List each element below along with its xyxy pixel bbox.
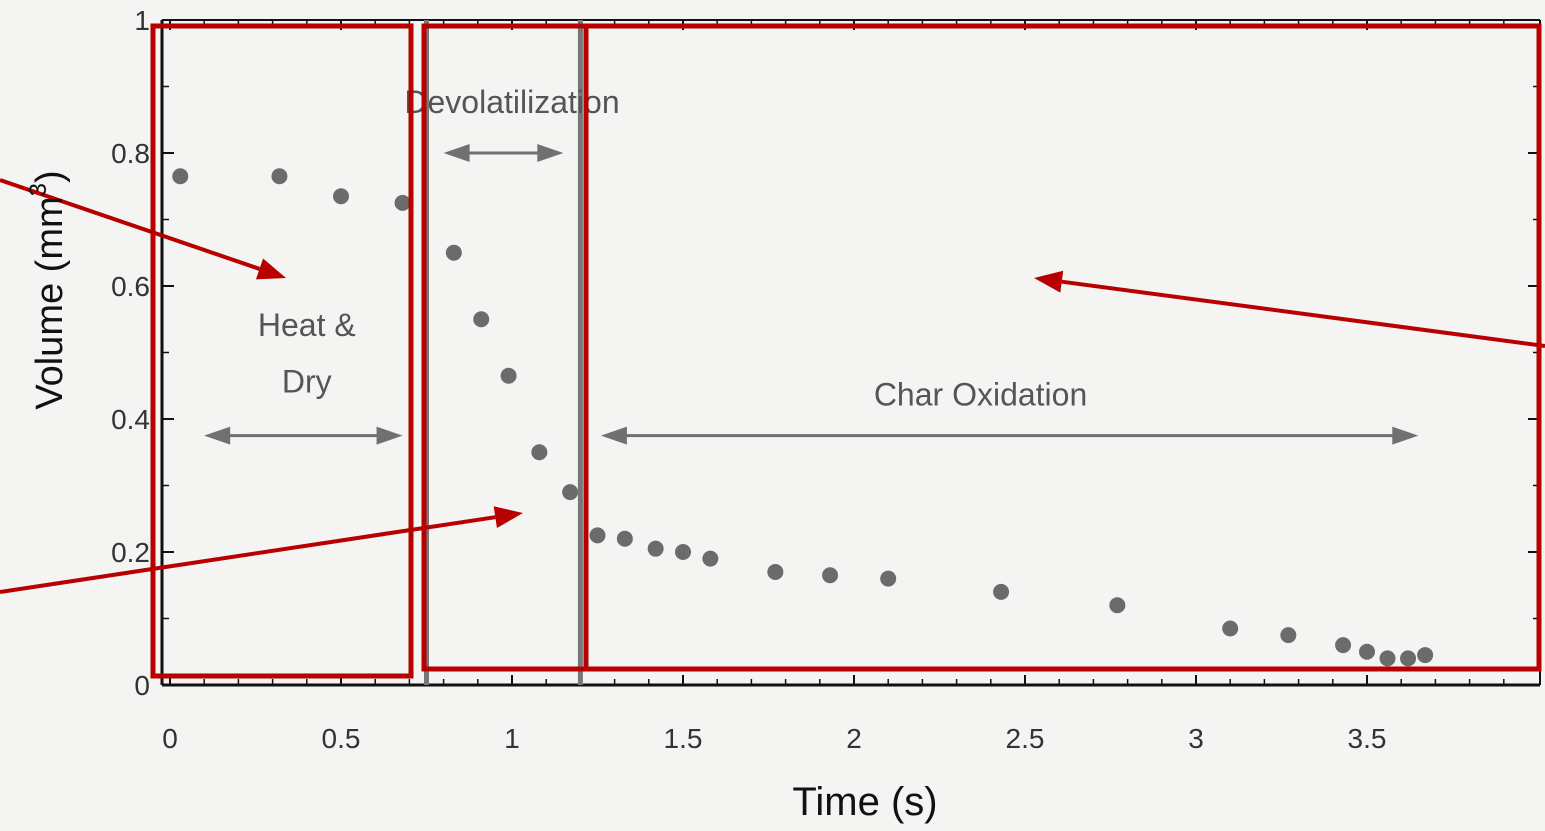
data-point <box>473 311 490 328</box>
data-points <box>172 168 1434 667</box>
highlight-arrow-heat-shaft <box>0 178 261 271</box>
data-point <box>880 570 897 587</box>
x-tick-label: 2.5 <box>1006 723 1045 754</box>
data-point <box>531 444 548 461</box>
annotation-label: Dry <box>282 363 332 399</box>
highlight-box-heat-dry <box>150 23 414 679</box>
y-tick-label: 0.4 <box>111 404 150 435</box>
data-point <box>1417 647 1434 664</box>
highlight-arrow-devol-shaft <box>0 515 496 594</box>
range-arrow-head-right <box>537 144 564 162</box>
data-point <box>172 168 189 185</box>
range-arrow-head-right <box>376 426 403 445</box>
x-tick-label: 3 <box>1188 723 1204 754</box>
highlight-overlay <box>0 23 1545 679</box>
x-tick-label: 1.5 <box>664 723 703 754</box>
y-axis-label: Volume (mm3) <box>25 170 71 409</box>
x-tick-label: 2 <box>846 723 862 754</box>
x-tick-label: 0.5 <box>322 723 361 754</box>
data-point <box>333 188 349 205</box>
range-arrow-head-left <box>443 144 470 162</box>
data-point <box>822 567 839 584</box>
data-point <box>1280 627 1297 644</box>
highlight-arrow-char-head <box>1034 270 1064 293</box>
x-tick-label: 0 <box>162 723 178 754</box>
data-point <box>1109 597 1126 614</box>
y-tick-label: 0.2 <box>111 537 150 568</box>
annotation-label: Char Oxidation <box>874 377 1087 413</box>
y-axis-label-main: Volume (mm <box>29 196 71 409</box>
highlight-arrow-heat-head <box>255 258 286 280</box>
highlight-arrow-char-shaft <box>1061 279 1545 348</box>
annotation-label: Heat & <box>258 307 356 343</box>
highlight-arrow-devol-head <box>493 506 523 529</box>
y-tick-label: 1 <box>134 5 150 36</box>
range-arrow-head-right <box>1392 426 1419 445</box>
y-axis-label-close: ) <box>29 170 71 183</box>
data-point <box>445 244 462 261</box>
data-point <box>1379 650 1396 667</box>
data-point <box>702 550 719 567</box>
data-point <box>993 583 1010 600</box>
data-point <box>589 527 606 544</box>
y-tick-label: 0.6 <box>111 271 150 302</box>
y-tick-label: 0 <box>134 670 150 701</box>
data-point <box>1359 643 1375 660</box>
data-point <box>271 168 288 185</box>
data-point <box>767 563 784 580</box>
data-point <box>1400 650 1417 667</box>
data-point <box>500 367 517 384</box>
y-tick-label: 0.8 <box>111 138 150 169</box>
x-tick-label: 1 <box>504 723 520 754</box>
range-arrow-head-left <box>204 426 231 445</box>
data-point <box>647 540 664 557</box>
highlight-box-devol-char <box>421 23 1542 672</box>
data-point <box>394 194 411 211</box>
data-point <box>616 530 633 547</box>
data-point <box>1222 620 1239 637</box>
data-point <box>562 484 579 501</box>
data-point <box>1335 637 1352 654</box>
y-axis-label-superscript: 3 <box>25 183 52 196</box>
range-arrow-head-left <box>600 426 627 445</box>
data-point <box>675 544 691 560</box>
x-tick-label: 3.5 <box>1348 723 1387 754</box>
x-axis-label: Time (s) <box>792 780 937 824</box>
range-arrows <box>204 144 1419 445</box>
